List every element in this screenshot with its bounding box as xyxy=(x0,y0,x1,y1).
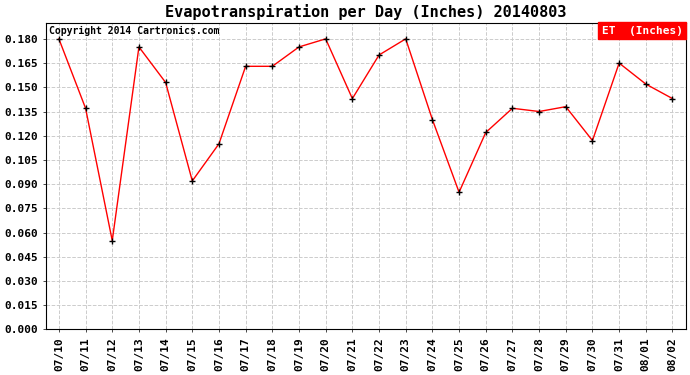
Text: Copyright 2014 Cartronics.com: Copyright 2014 Cartronics.com xyxy=(49,26,219,36)
Text: ET  (Inches): ET (Inches) xyxy=(602,26,682,36)
Title: Evapotranspiration per Day (Inches) 20140803: Evapotranspiration per Day (Inches) 2014… xyxy=(165,4,566,20)
